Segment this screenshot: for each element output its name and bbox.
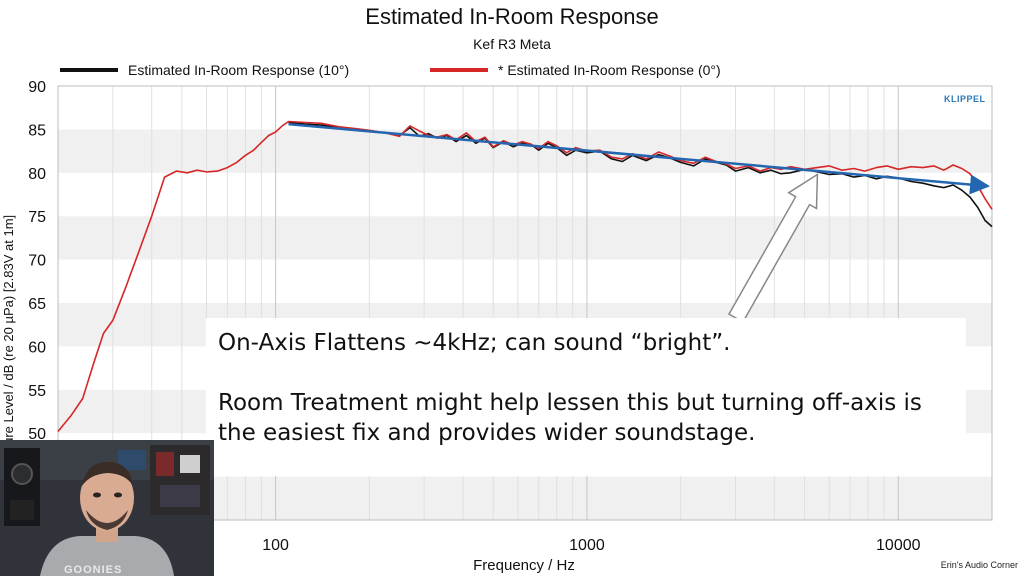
legend-label-0deg: * Estimated In-Room Response (0°) <box>498 62 721 78</box>
annotation-line-2: Room Treatment might help lessen this bu… <box>218 390 922 446</box>
series-line-0deg <box>57 120 993 433</box>
x-tick-label: 1000 <box>569 537 605 554</box>
klippel-logo-text: KLIPPEL <box>944 94 986 104</box>
plot-band <box>58 172 992 217</box>
y-tick-label: 50 <box>28 426 46 443</box>
x-tick-label: 10000 <box>876 537 921 554</box>
credit-text: Erin's Audio Corner <box>940 560 1018 570</box>
annotation-line-1: On-Axis Flattens ~4kHz; can sound “brigh… <box>218 330 731 356</box>
chart-subtitle: Kef R3 Meta <box>473 36 551 52</box>
y-tick-label: 65 <box>28 296 46 313</box>
y-tick-label: 60 <box>28 339 46 356</box>
y-tick-label: 90 <box>28 79 46 96</box>
shirt-text: GOONIES <box>64 564 123 576</box>
chart-title: Estimated In-Room Response <box>365 4 658 29</box>
y-axis-label: essure Level / dB (re 20 µPa) [2.83V at … <box>1 215 16 465</box>
legend: Estimated In-Room Response (10°) * Estim… <box>60 62 721 78</box>
webcam-overlay: GOONIES <box>0 440 214 576</box>
y-tick-label: 75 <box>28 209 46 226</box>
klippel-logo: KLIPPEL <box>944 94 986 104</box>
y-tick-label: 85 <box>28 122 46 139</box>
plot-frame <box>57 85 993 521</box>
y-tick-label: 80 <box>28 166 46 183</box>
plot-band <box>58 129 992 173</box>
plot-band <box>58 86 992 130</box>
presenter-image <box>0 440 214 576</box>
plot-band <box>58 259 992 303</box>
plot-band <box>58 216 992 260</box>
annotation-box: On-Axis Flattens ~4kHz; can sound “brigh… <box>206 318 966 476</box>
y-tick-labels: 90 85 80 75 70 65 60 55 50 <box>28 79 46 443</box>
x-tick-label: 100 <box>262 537 289 554</box>
y-tick-label: 55 <box>28 383 46 400</box>
x-tick-labels: 100 1000 10000 <box>262 537 920 554</box>
legend-label-10deg: Estimated In-Room Response (10°) <box>128 62 349 78</box>
x-axis-label: Frequency / Hz <box>473 557 575 574</box>
y-tick-label: 70 <box>28 253 46 270</box>
trend-arrow <box>288 122 991 195</box>
